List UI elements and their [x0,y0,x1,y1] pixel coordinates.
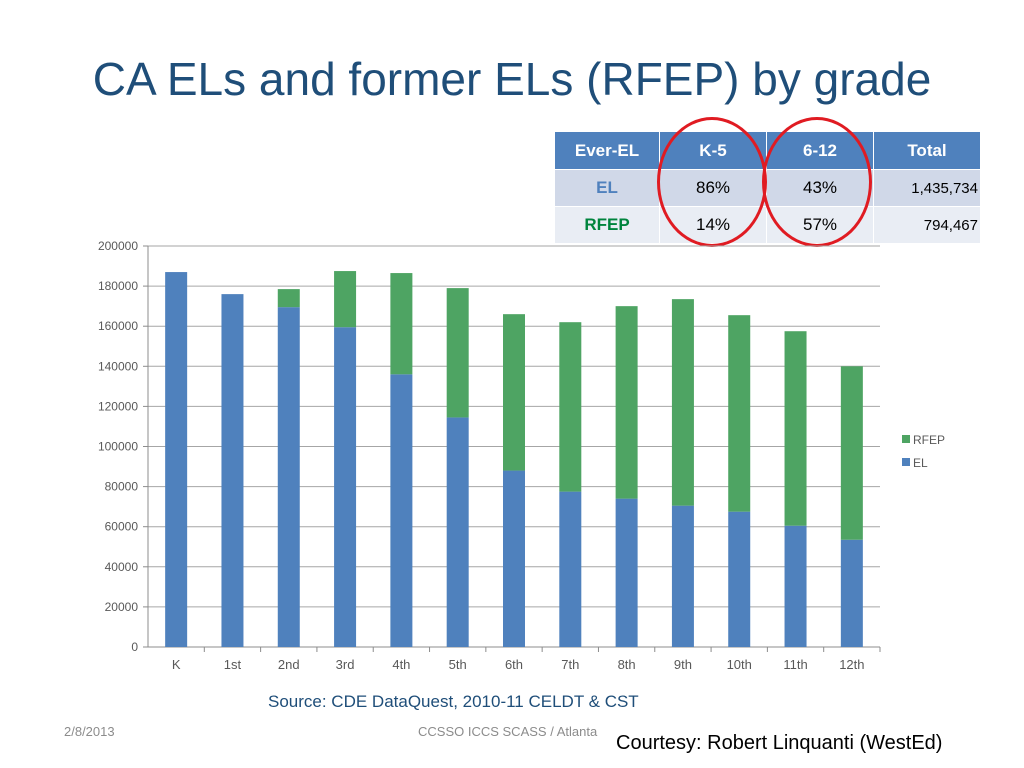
bar-el-10th [728,511,751,647]
bar-rfep-10th [728,315,751,512]
y-tick-label: 200000 [98,239,138,253]
y-tick-label: 20000 [105,600,139,614]
bar-el-2nd [277,307,300,647]
y-tick-label: 140000 [98,359,138,373]
bar-rfep-3rd [334,271,357,328]
legend-swatch-el [902,458,910,466]
cell-rfep-total: 794,467 [873,206,981,244]
bar-el-7th [559,491,582,647]
footer-center-text: CCSSO ICCS SCASS / Atlanta [418,724,598,739]
courtesy-note: Courtesy: Robert Linquanti (WestEd) [616,732,943,754]
x-tick-label: 6th [505,657,523,672]
bar-el-k [165,272,188,647]
x-tick-label: 3rd [336,657,355,672]
footer-date: 2/8/2013 [64,724,115,739]
x-tick-label: 10th [727,657,752,672]
bar-el-9th [671,505,694,647]
x-tick-label: 9th [674,657,692,672]
bar-rfep-11th [784,331,807,526]
y-tick-label: 160000 [98,319,138,333]
bar-rfep-4th [390,273,413,375]
bar-el-11th [784,525,807,647]
y-tick-label: 80000 [105,480,139,494]
legend-label-rfep: RFEP [913,433,945,447]
x-tick-label: 11th [783,657,807,672]
bar-rfep-6th [503,314,525,471]
y-tick-label: 180000 [98,279,138,293]
bar-el-4th [390,374,413,647]
y-tick-label: 40000 [105,560,139,574]
bar-el-8th [615,498,638,647]
bar-rfep-12th [840,366,863,540]
cell-el-total: 1,435,734 [873,169,981,207]
bar-el-12th [840,539,863,647]
stacked-bar-chart: 0 20000 40000 60000 80000 100000 120000 140000 1… [98,239,945,672]
legend-label-el: EL [913,456,928,470]
x-tick-label: 8th [618,657,636,672]
x-tick-label: 1st [224,657,242,672]
bar-rfep-2nd [277,289,300,308]
bar-rfep-8th [615,306,638,499]
x-tick-label: 2nd [278,657,300,672]
y-tick-label: 60000 [105,520,139,534]
bar-el-1st [221,294,244,647]
row-label-rfep: RFEP [554,206,660,244]
x-tick-label: 7th [561,657,579,672]
highlight-circle-k5 [657,117,767,247]
header-total: Total [873,131,981,170]
x-tick-label: K [172,657,181,672]
y-tick-label: 120000 [98,399,138,413]
x-tick-label: 12th [839,657,864,672]
x-tick-label: 5th [449,657,467,672]
legend-swatch-rfep [902,435,910,443]
bar-rfep-7th [559,322,582,492]
highlight-circle-6-12 [762,117,872,247]
bar-el-5th [446,417,469,647]
bar-el-3rd [334,327,357,647]
row-label-el: EL [554,169,660,207]
source-note: Source: CDE DataQuest, 2010-11 CELDT & C… [268,692,639,711]
bar-el-6th [503,470,525,647]
header-ever-el: Ever-EL [554,131,660,170]
bar-rfep-5th [446,288,469,418]
x-tick-label: 4th [392,657,410,672]
slide-title: CA ELs and former ELs (RFEP) by grade [92,53,932,105]
bar-rfep-9th [671,299,694,506]
y-tick-label: 0 [131,640,138,654]
y-tick-label: 100000 [98,440,138,454]
